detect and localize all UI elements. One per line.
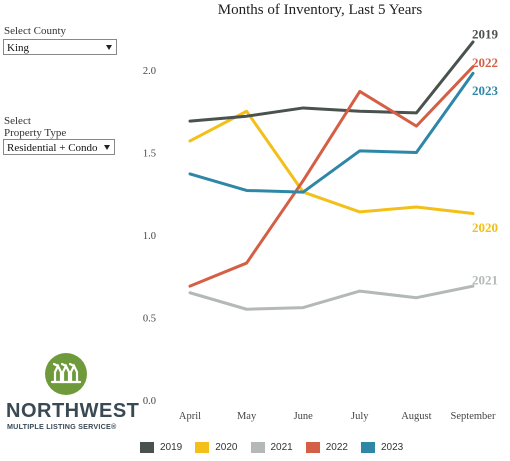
legend-swatch xyxy=(250,442,265,453)
county-select-value: King xyxy=(7,42,29,54)
legend-label: 2019 xyxy=(160,442,183,453)
legend-label: 2022 xyxy=(325,442,348,453)
chevron-down-icon xyxy=(104,145,110,150)
nwmls-logo: NORTHWEST MULTIPLE LISTING SERVICE® xyxy=(2,352,139,432)
legend-label: 2020 xyxy=(215,442,238,453)
chevron-down-icon xyxy=(106,45,112,50)
chart-legend: 2019 2020 2021 2022 2023 xyxy=(140,442,416,453)
property-type-filter-label: Select Property Type xyxy=(4,115,66,139)
property-type-label-line1: Select xyxy=(4,115,31,127)
logo-subtitle: MULTIPLE LISTING SERVICE® xyxy=(7,422,117,431)
x-tick-label: July xyxy=(351,411,369,422)
legend-item-2021[interactable]: 2021 xyxy=(250,442,293,453)
series-line-2020 xyxy=(188,109,475,216)
legend-item-2019[interactable]: 2019 xyxy=(140,442,182,453)
series-line-2021 xyxy=(188,284,475,311)
property-type-select-value: Residential + Condo xyxy=(7,142,98,154)
series-end-label-2021: 2021 xyxy=(472,273,498,288)
x-tick-label: June xyxy=(294,411,314,422)
legend-swatch xyxy=(305,442,320,453)
legend-label: 2021 xyxy=(270,442,293,453)
county-select[interactable]: King xyxy=(3,39,117,55)
y-tick-label: 0.0 xyxy=(143,396,156,407)
x-tick-label: September xyxy=(451,411,496,422)
series-end-label-2020: 2020 xyxy=(472,220,498,235)
y-tick-label: 1.0 xyxy=(143,231,156,242)
county-filter-label: Select County xyxy=(4,25,67,37)
property-type-label-line2: Property Type xyxy=(4,127,67,139)
legend-item-2020[interactable]: 2020 xyxy=(195,442,238,453)
x-tick-label: May xyxy=(237,411,257,422)
series-line-2023 xyxy=(188,71,475,194)
logo-wordmark: NORTHWEST xyxy=(6,400,140,422)
chart-title: Months of Inventory, Last 5 Years xyxy=(218,2,423,18)
series-line-2019 xyxy=(188,40,475,123)
legend-swatch xyxy=(195,442,210,453)
inventory-line-chart: Months of Inventory, Last 5 Years 0.0 0.5 1… xyxy=(143,2,499,422)
logo-emblem-icon xyxy=(45,353,87,395)
legend-swatch xyxy=(361,442,375,453)
x-tick-label: April xyxy=(179,411,201,422)
legend-item-2023[interactable]: 2023 xyxy=(361,442,403,453)
series-end-label-2023: 2023 xyxy=(472,83,499,98)
series-line-2022 xyxy=(188,65,475,288)
y-tick-label: 2.0 xyxy=(143,66,156,77)
y-tick-label: 1.5 xyxy=(143,149,156,160)
y-tick-label: 0.5 xyxy=(143,314,156,325)
legend-label: 2023 xyxy=(381,442,404,453)
legend-swatch xyxy=(140,442,154,453)
legend-item-2022[interactable]: 2022 xyxy=(305,442,348,453)
x-tick-label: August xyxy=(401,411,431,422)
series-end-label-2019: 2019 xyxy=(472,27,499,42)
property-type-select[interactable]: Residential + Condo xyxy=(3,139,115,155)
series-end-label-2022: 2022 xyxy=(472,55,498,70)
